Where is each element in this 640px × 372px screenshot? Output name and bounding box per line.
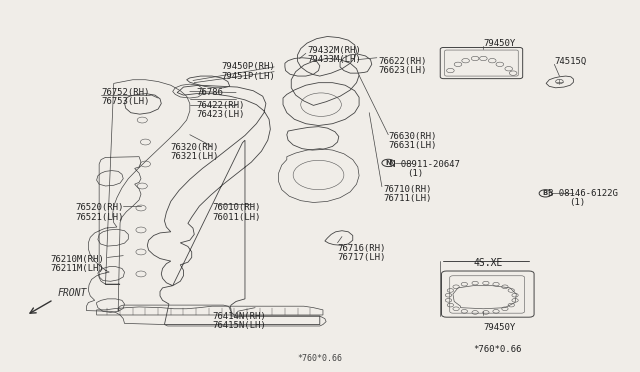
Text: 76710(RH): 76710(RH) <box>383 185 431 194</box>
Text: 76321(LH): 76321(LH) <box>171 152 219 161</box>
Text: 79450Y: 79450Y <box>483 39 516 48</box>
Text: 76711(LH): 76711(LH) <box>383 194 431 203</box>
Text: 76521(LH): 76521(LH) <box>76 213 124 222</box>
Text: 76786: 76786 <box>196 88 223 97</box>
Text: 76753(LH): 76753(LH) <box>101 97 149 106</box>
Text: 76414N(RH): 76414N(RH) <box>212 312 266 321</box>
Text: 76623(LH): 76623(LH) <box>378 66 426 75</box>
Text: (1): (1) <box>407 169 424 178</box>
Text: 76422(RH): 76422(RH) <box>196 101 244 110</box>
Text: 76717(LH): 76717(LH) <box>337 253 386 262</box>
Text: 79450Y: 79450Y <box>483 323 516 331</box>
Circle shape <box>539 190 552 197</box>
Text: 76210M(RH): 76210M(RH) <box>51 255 104 264</box>
Text: 76415N(LH): 76415N(LH) <box>212 321 266 330</box>
Text: 76716(RH): 76716(RH) <box>337 244 386 253</box>
Text: 76320(RH): 76320(RH) <box>171 143 219 152</box>
Text: 76520(RH): 76520(RH) <box>76 203 124 212</box>
Text: 76011(LH): 76011(LH) <box>212 213 260 222</box>
Text: 76211M(LH): 76211M(LH) <box>51 264 104 273</box>
Text: B: B <box>543 190 548 196</box>
Text: 74515Q: 74515Q <box>554 57 587 66</box>
Text: *760*0.66: *760*0.66 <box>298 355 342 363</box>
Text: 79433M(LH): 79433M(LH) <box>307 55 361 64</box>
Text: 76010(RH): 76010(RH) <box>212 203 260 212</box>
Text: 79451P(LH): 79451P(LH) <box>221 71 275 81</box>
Text: N 08911-20647: N 08911-20647 <box>390 160 460 169</box>
Text: 4S.XE: 4S.XE <box>473 258 502 268</box>
Text: 76622(RH): 76622(RH) <box>378 57 426 66</box>
Circle shape <box>382 159 395 167</box>
Text: 79450P(RH): 79450P(RH) <box>221 62 275 71</box>
Text: 76423(LH): 76423(LH) <box>196 110 244 119</box>
Text: 76752(RH): 76752(RH) <box>101 88 149 97</box>
Text: FRONT: FRONT <box>58 288 87 298</box>
Text: N: N <box>385 160 391 166</box>
Text: 76631(LH): 76631(LH) <box>388 141 436 150</box>
Text: (1): (1) <box>569 198 585 207</box>
Text: 76630(RH): 76630(RH) <box>388 132 436 141</box>
Text: B 08146-6122G: B 08146-6122G <box>548 189 618 198</box>
Text: *760*0.66: *760*0.66 <box>473 344 522 353</box>
Text: 79432M(RH): 79432M(RH) <box>307 46 361 55</box>
